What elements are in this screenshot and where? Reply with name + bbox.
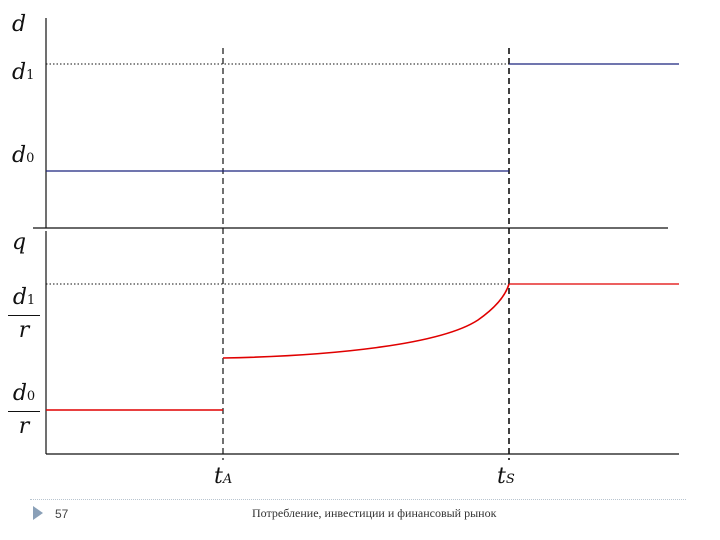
t-s-label: tS [497, 464, 515, 489]
d0-over-r-numerator: d0 [12, 381, 36, 406]
d1-label: d1 [12, 62, 34, 84]
top-axis-label: d [12, 12, 27, 37]
footer-title: Потребление, инвестиции и финансовый рын… [252, 506, 497, 520]
bottom-axis-label: q [12, 230, 27, 255]
q-rising-curve [222, 283, 510, 359]
d1-label-sub: 1 [26, 68, 35, 83]
d0-label-sub: 0 [26, 151, 35, 166]
d0-label-symbol: d [12, 143, 27, 168]
d1-label-symbol: d [12, 60, 27, 85]
t-a-label: tA [214, 464, 233, 489]
d1-over-r-fraction: d1 r [4, 287, 44, 342]
footer-divider [30, 499, 686, 500]
d0-label: d0 [12, 145, 34, 167]
page-number: 57 [55, 507, 69, 521]
d0-over-r-denominator: r [18, 414, 30, 439]
fraction-bar [8, 411, 40, 412]
d1-over-r-numerator: d1 [12, 285, 36, 310]
d1-over-r-denominator: r [18, 318, 30, 343]
fraction-bar [8, 315, 40, 316]
footer-arrow-icon [33, 506, 43, 520]
d0-over-r-fraction: d0 r [4, 383, 44, 438]
